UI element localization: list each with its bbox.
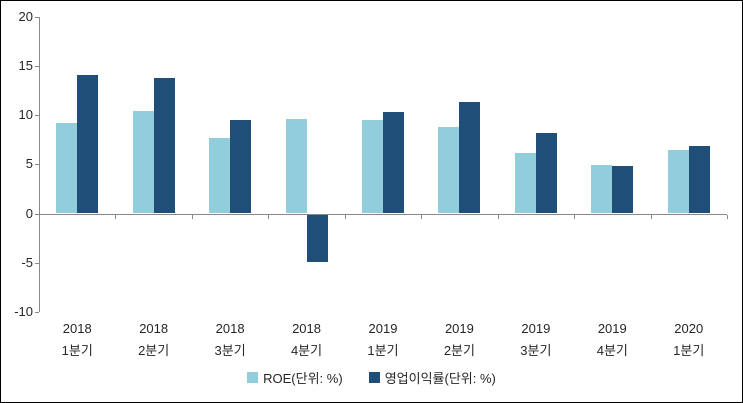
x-category-label: 2020 1분기 [651, 318, 727, 362]
x-category-label: 2019 2분기 [421, 318, 497, 362]
series-0-bar [514, 152, 536, 214]
y-axis-tick [35, 115, 39, 117]
x-axis-tick [115, 214, 117, 219]
series-0-bar [285, 119, 307, 214]
legend-swatch-operating-margin-icon [368, 372, 380, 383]
x-label-year: 2018 [215, 321, 245, 336]
series-0-bar [591, 165, 613, 214]
y-axis-tick-label: 10 [18, 107, 33, 123]
series-1-bar [535, 133, 557, 214]
y-axis-tick-label: 15 [18, 58, 33, 74]
x-label-quarter: 4분기 [290, 343, 323, 358]
x-category-label: 2018 1분기 [39, 318, 115, 362]
y-axis-tick [35, 17, 39, 19]
x-axis-tick [421, 214, 423, 219]
x-category-label: 2018 4분기 [268, 318, 344, 362]
x-category-label: 2018 3분기 [192, 318, 268, 362]
y-axis-tick-label: 20 [18, 9, 33, 25]
x-label-quarter: 2분기 [443, 343, 475, 358]
x-label-quarter: 1분기 [673, 343, 705, 358]
x-label-year: 2018 [62, 321, 92, 336]
x-category-label: 2019 3분기 [498, 318, 574, 362]
legend-item-roe: ROE(단위: %) [247, 368, 343, 387]
series-0-bar [667, 149, 689, 214]
series-1-bar [382, 112, 404, 214]
x-axis-line [39, 213, 727, 215]
x-category-label: 2019 4분기 [574, 318, 650, 362]
x-axis-tick [497, 214, 499, 219]
series-0-bar [209, 137, 231, 214]
y-axis-tick [35, 213, 39, 215]
legend-label-roe: ROE(단위: %) [263, 371, 343, 386]
y-axis-tick [35, 164, 39, 166]
x-category-label: 2019 1분기 [345, 318, 421, 362]
x-axis-tick [191, 214, 193, 219]
series-1-bar [230, 120, 252, 214]
series-0-bar [56, 123, 78, 214]
y-axis-tick-label: 5 [25, 156, 33, 172]
chart-legend: ROE(단위: %) 영업이익률(단위: %) [1, 368, 742, 387]
y-axis-tick-label: -5 [21, 254, 33, 270]
series-0-bar [361, 120, 383, 214]
x-label-quarter: 2분기 [138, 343, 170, 358]
x-label-year: 2020 [674, 321, 704, 336]
series-0-bar [438, 127, 460, 214]
y-axis-tick-label: -10 [14, 303, 33, 319]
x-axis-tick [344, 214, 346, 219]
x-label-year: 2019 [444, 321, 474, 336]
series-1-bar [459, 101, 481, 214]
x-axis-tick [726, 214, 728, 219]
y-axis-tick-label: 0 [25, 205, 33, 221]
x-label-quarter: 3분기 [520, 343, 552, 358]
x-axis-tick [268, 214, 270, 219]
y-axis-tick [35, 311, 39, 313]
y-axis-line [39, 17, 40, 312]
series-1-bar [688, 145, 710, 214]
series-1-bar [306, 214, 328, 262]
legend-item-operating-margin: 영업이익률(단위: %) [368, 368, 496, 387]
x-label-year: 2018 [292, 321, 321, 336]
x-axis-tick [650, 214, 652, 219]
x-category-label: 2018 2분기 [115, 318, 191, 362]
x-label-quarter: 1분기 [61, 343, 93, 358]
x-label-year: 2019 [368, 321, 398, 336]
x-label-year: 2019 [521, 321, 551, 336]
y-axis-tick [35, 66, 39, 68]
x-label-year: 2019 [597, 321, 627, 336]
x-label-quarter: 1분기 [367, 343, 399, 358]
x-label-quarter: 3분기 [214, 343, 246, 358]
x-label-quarter: 4분기 [596, 343, 628, 358]
series-1-bar [153, 78, 175, 214]
series-1-bar [77, 75, 99, 214]
series-1-bar [612, 166, 634, 214]
x-label-year: 2018 [139, 321, 169, 336]
legend-label-operating-margin: 영업이익률(단위: %) [384, 371, 496, 386]
x-axis-tick [574, 214, 576, 219]
legend-swatch-roe-icon [247, 372, 259, 383]
y-axis-tick [35, 262, 39, 264]
series-0-bar [132, 111, 154, 214]
